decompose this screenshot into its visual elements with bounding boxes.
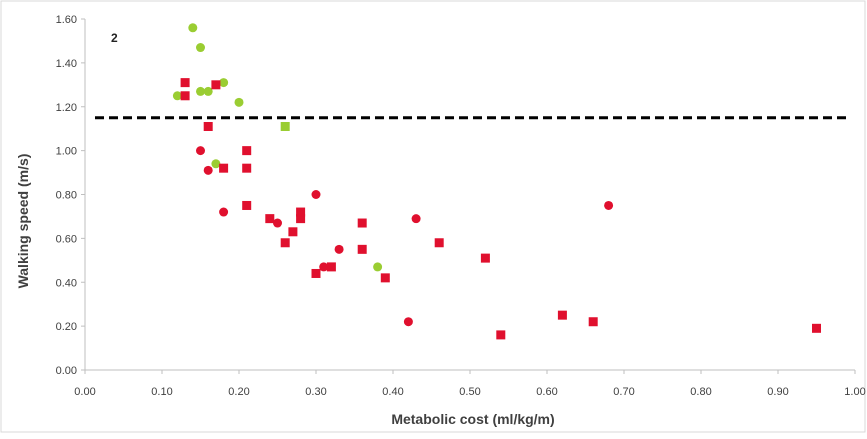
red-square-point — [557, 310, 567, 320]
x-axis-title: Metabolic cost (ml/kg/m) — [391, 411, 554, 427]
red-square-point — [380, 273, 390, 283]
x-tick-label: 0.20 — [228, 386, 249, 398]
red-square-point — [180, 91, 190, 101]
y-tick-label: 0.40 — [56, 277, 77, 289]
red-square-point — [219, 163, 229, 173]
x-tick-label: 0.60 — [536, 386, 557, 398]
x-tick-label: 0.00 — [74, 386, 95, 398]
green-square-point — [280, 121, 290, 131]
red-square-point — [496, 330, 506, 340]
red-square-point — [288, 227, 298, 237]
x-tick-label: 0.90 — [767, 386, 788, 398]
red-circle-point — [319, 262, 329, 272]
red-square-point — [311, 268, 321, 278]
x-tick-label: 0.80 — [690, 386, 711, 398]
y-tick-label: 0.20 — [56, 321, 77, 333]
green-circle-point — [188, 23, 198, 33]
red-square-point — [588, 317, 598, 327]
y-axis-title: Walking speed (m/s) — [15, 154, 31, 289]
red-circle-point — [273, 218, 282, 228]
red-square-point — [242, 200, 252, 210]
green-circle-point — [211, 159, 221, 169]
red-square-point — [265, 214, 275, 224]
red-circle-point — [411, 214, 421, 224]
green-circle-point — [234, 97, 244, 107]
red-square-point — [434, 238, 444, 248]
green-circle-point — [373, 262, 383, 272]
y-tick-label: 0.80 — [56, 190, 77, 202]
green-circle-point — [219, 78, 229, 88]
red-circle-point — [196, 146, 205, 156]
red-square-point — [242, 146, 252, 156]
y-tick-label: 0.00 — [56, 365, 77, 377]
red-square-point — [203, 121, 213, 131]
red-circle-point — [334, 244, 344, 254]
x-tick-label: 1.00 — [844, 386, 865, 398]
red-square-point — [296, 214, 306, 224]
red-circle-point — [203, 165, 213, 175]
red-circle-point — [311, 190, 321, 199]
green-circle-point — [196, 43, 205, 53]
y-tick-label: 1.20 — [56, 102, 77, 114]
red-square-point — [480, 253, 490, 263]
red-square-point — [357, 244, 367, 254]
y-tick-label: 0.60 — [56, 233, 77, 245]
red-square-point — [280, 238, 290, 248]
x-tick-label: 0.10 — [151, 386, 172, 398]
green-circle-point — [196, 86, 205, 96]
red-square-point — [180, 78, 190, 88]
data-points — [172, 23, 821, 340]
x-tick-label: 0.40 — [382, 386, 403, 398]
x-tick-label: 0.50 — [459, 386, 480, 398]
axes: 0.00 0.20 0.40 0.60 0.80 1.00 1.20 1.40 1.60 0.00… — [56, 14, 866, 398]
red-square-point — [326, 262, 336, 272]
red-square-point — [211, 80, 221, 90]
y-tick-label: 1.40 — [56, 58, 77, 70]
red-square-point — [242, 163, 252, 173]
green-circle-point — [172, 91, 182, 101]
red-square-point — [812, 323, 821, 333]
x-tick-label: 0.70 — [613, 386, 634, 398]
y-tick-label: 1.60 — [56, 14, 77, 26]
x-tick-label: 0.30 — [305, 386, 326, 398]
red-square-point — [357, 218, 367, 228]
red-circle-point — [219, 207, 229, 217]
red-circle-point — [403, 317, 413, 327]
panel-label: 2 — [111, 31, 118, 45]
red-square-point — [296, 207, 306, 217]
green-circle-point — [203, 86, 213, 96]
red-circle-point — [604, 200, 614, 210]
y-tick-label: 1.00 — [56, 146, 77, 158]
